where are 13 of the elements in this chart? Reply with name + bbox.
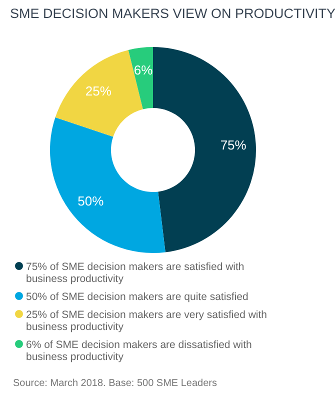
legend-label: 25% of SME decision makers are very satisfied with business productivity — [26, 309, 268, 333]
donut-slice — [50, 117, 166, 253]
legend-label: 6% of SME decision makers are dissatisfied with business productivity — [26, 339, 252, 363]
legend-label: 50% of SME decision makers are quite satisfied — [26, 291, 249, 303]
donut-slice — [128, 47, 153, 110]
data-label: 75% — [220, 138, 247, 153]
donut-slice — [153, 47, 256, 252]
data-label: 50% — [78, 193, 104, 208]
source-note: Source: March 2018. Base: 500 SME Leaders — [13, 378, 218, 389]
legend-label: 75% of SME decision makers are satisfied with business productivity — [26, 261, 244, 285]
data-label: 6% — [134, 62, 154, 78]
chart-title: SME DECISION MAKERS VIEW ON PRODUCTIVITY — [10, 6, 335, 21]
data-label: 25% — [85, 83, 112, 98]
